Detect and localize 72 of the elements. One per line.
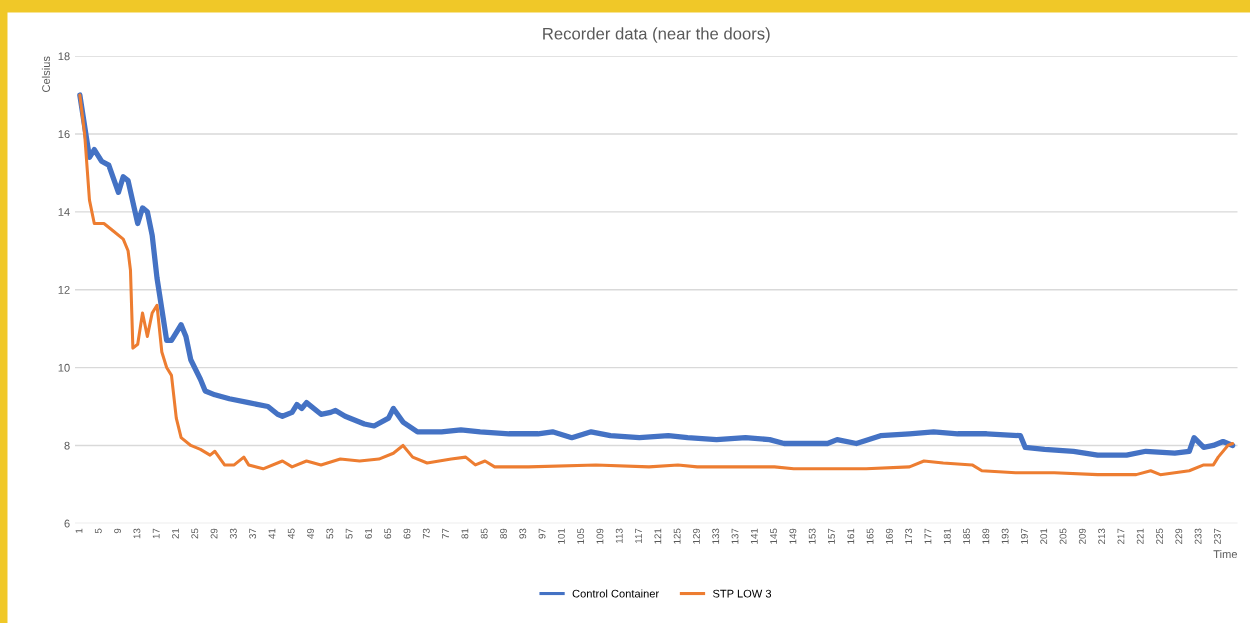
- x-tick-label: 145: [770, 528, 778, 544]
- x-tick-label: 69: [403, 528, 411, 539]
- x-tick-label: 153: [808, 528, 816, 544]
- y-tick-label: 12: [58, 285, 70, 294]
- y-tick-label: 14: [58, 208, 70, 216]
- x-tick-label: 209: [1078, 528, 1086, 544]
- x-axis-title: Time: [1213, 549, 1238, 559]
- x-tick-label: 137: [731, 528, 739, 544]
- x-tick-label: 173: [905, 528, 913, 544]
- x-tick-label: 45: [287, 528, 295, 539]
- x-tick-label: 89: [500, 528, 507, 539]
- x-tick-label: 113: [615, 528, 623, 543]
- x-tick-label: 229: [1175, 528, 1183, 544]
- y-tick-label: 16: [58, 130, 70, 139]
- x-tick-label: 57: [345, 528, 353, 539]
- x-tick-label: 177: [924, 528, 932, 544]
- x-tick-label: 237: [1213, 528, 1221, 544]
- x-tick-label: 17: [152, 528, 160, 539]
- x-tick-label: 49: [307, 528, 314, 539]
- x-tick-label: 197: [1020, 528, 1028, 544]
- x-tick-label: 221: [1136, 528, 1144, 544]
- x-tick-label: 21: [172, 528, 179, 539]
- y-tick-label: 10: [58, 363, 70, 372]
- x-tick-label: 37: [249, 528, 257, 539]
- x-tick-label: 213: [1098, 528, 1106, 544]
- x-tick-label: 117: [635, 528, 642, 543]
- x-tick-label: 217: [1117, 528, 1125, 544]
- x-tick-label: 201: [1040, 528, 1048, 544]
- chart-title: Recorder data (near the doors): [543, 27, 770, 43]
- x-tick-label: 233: [1194, 528, 1202, 544]
- x-tick-label: 33: [229, 528, 237, 539]
- x-tick-label: 165: [866, 528, 874, 544]
- x-tick-label: 109: [596, 528, 604, 544]
- x-tick-label: 65: [384, 528, 392, 539]
- x-tick-label: 73: [422, 528, 430, 539]
- x-tick-label: 81: [461, 528, 469, 539]
- legend-label: Control Container: [572, 589, 659, 598]
- x-tick-label: 5: [94, 528, 102, 534]
- x-tick-label: 125: [673, 528, 681, 544]
- y-axis-title: Celsius: [41, 56, 51, 92]
- x-tick-label: 225: [1156, 528, 1163, 544]
- x-tick-label: 13: [133, 528, 141, 539]
- x-tick-label: 1: [75, 528, 83, 533]
- x-tick-label: 25: [191, 528, 199, 539]
- x-tick-label: 193: [1001, 528, 1009, 544]
- x-tick-label: 169: [885, 528, 893, 544]
- x-tick-label: 97: [538, 528, 546, 539]
- x-tick-label: 101: [557, 528, 565, 544]
- x-tick-label: 205: [1059, 528, 1067, 544]
- y-tick-label: 8: [64, 441, 70, 450]
- x-tick-label: 93: [519, 528, 527, 539]
- x-tick-label: 189: [982, 528, 990, 544]
- x-tick-label: 53: [326, 528, 334, 539]
- x-tick-label: 161: [847, 528, 855, 544]
- x-tick-label: 61: [364, 528, 372, 539]
- x-tick-label: 85: [480, 528, 488, 539]
- x-tick-label: 129: [692, 528, 700, 544]
- x-tick-label: 29: [210, 528, 218, 539]
- x-tick-label: 181: [943, 528, 951, 544]
- y-tick-label: 6: [64, 519, 70, 528]
- x-tick-label: 157: [828, 528, 835, 544]
- legend-label: STP LOW 3: [712, 589, 772, 598]
- x-tick-label: 149: [789, 528, 797, 544]
- y-tick-label: 18: [58, 52, 70, 61]
- x-tick-label: 77: [442, 528, 449, 539]
- x-tick-label: 41: [268, 528, 276, 539]
- x-tick-label: 9: [114, 528, 122, 534]
- x-tick-label: 133: [712, 528, 720, 544]
- x-tick-label: 185: [963, 528, 970, 544]
- x-tick-label: 141: [750, 528, 758, 544]
- x-tick-label: 121: [654, 528, 662, 544]
- x-tick-label: 105: [577, 528, 585, 544]
